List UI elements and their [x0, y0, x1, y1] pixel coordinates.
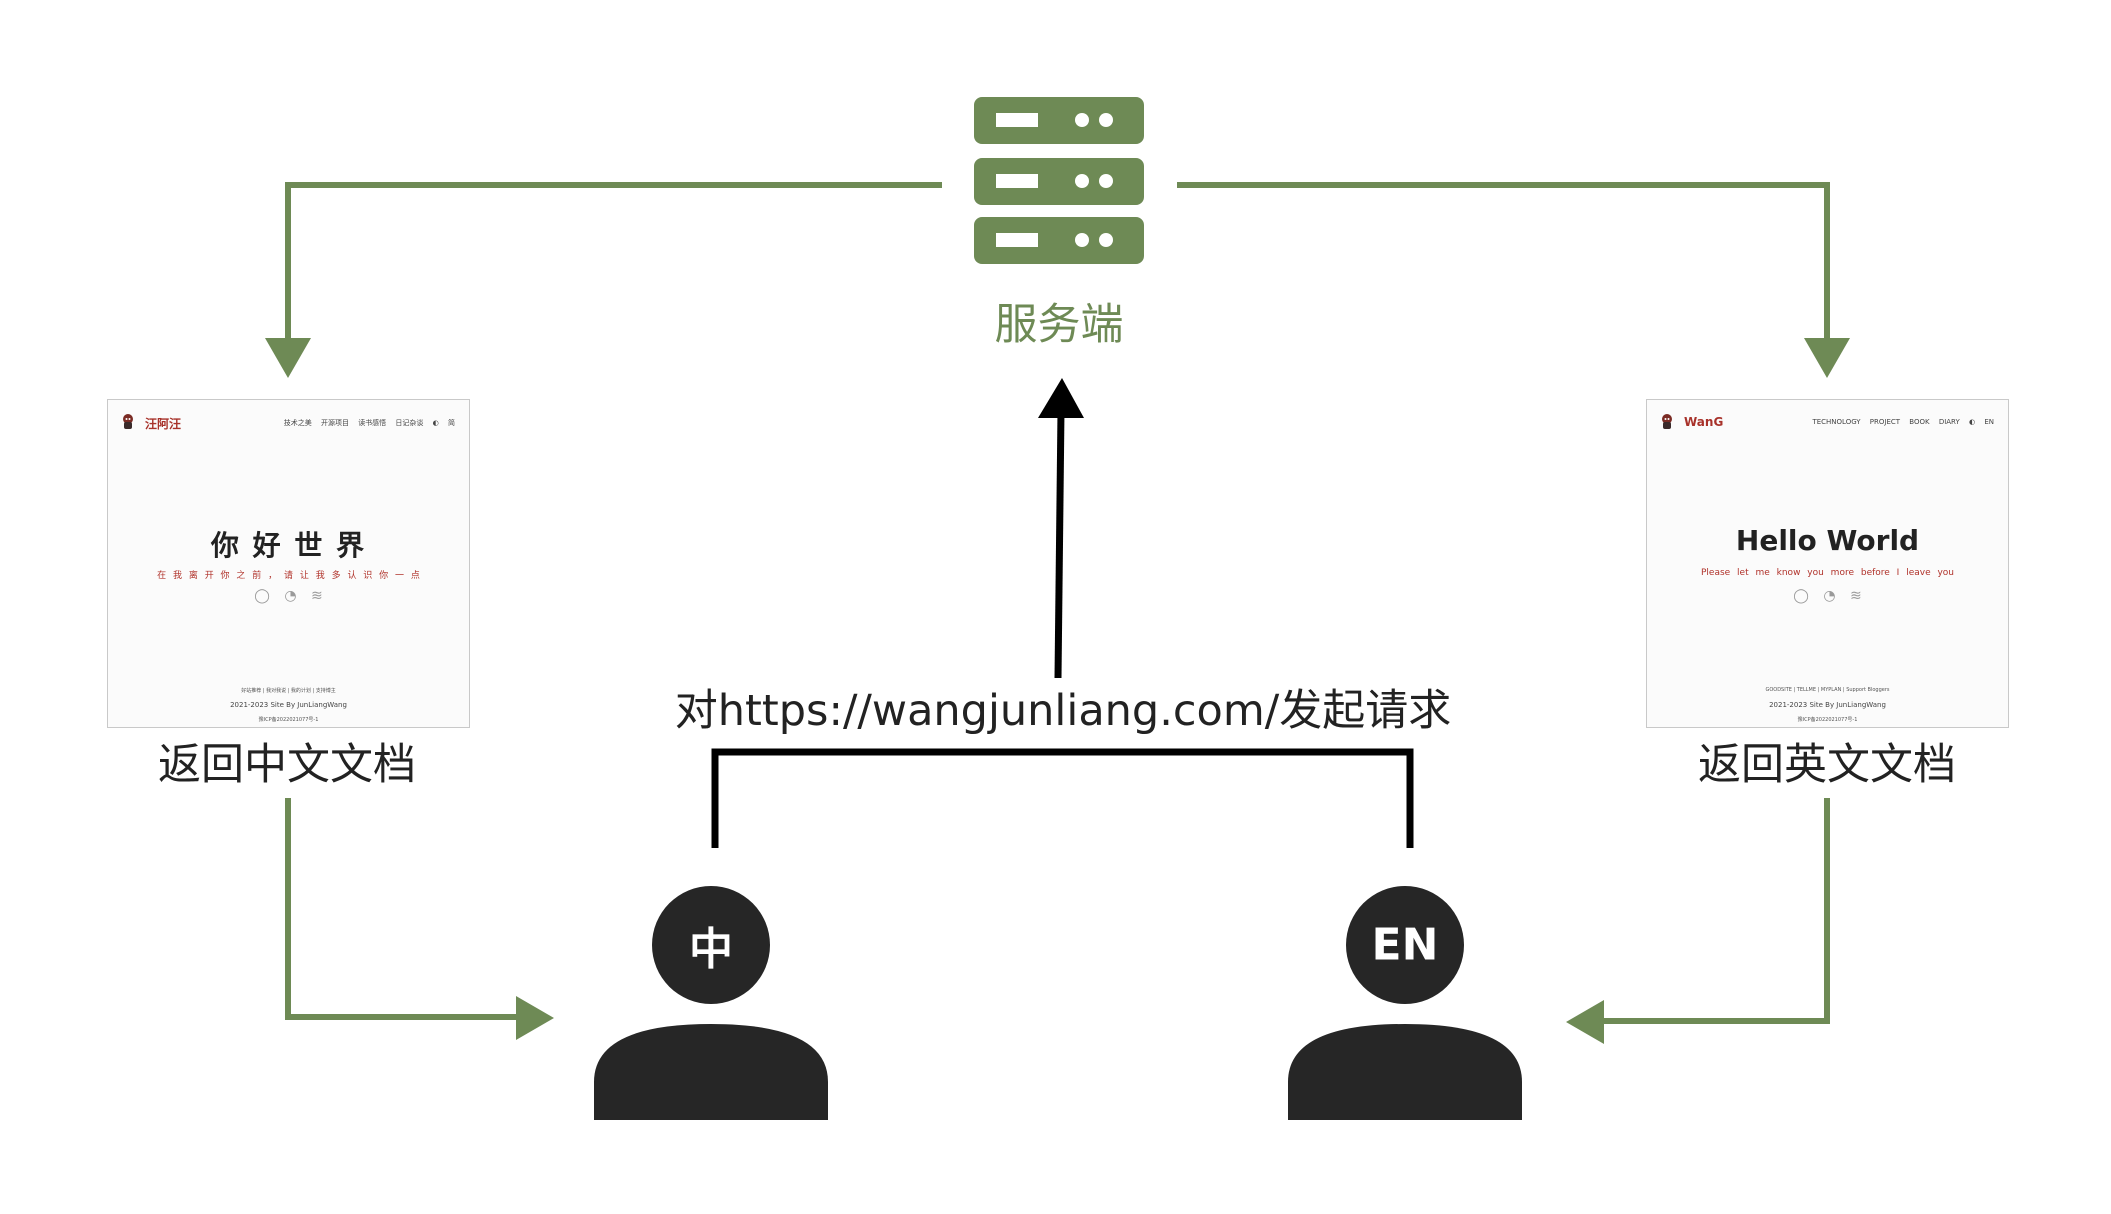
site-subtitle: 在 我 离 开 你 之 前 ， 请 让 我 多 认 识 你 一 点 — [157, 571, 420, 581]
footer-copyright: 2021-2023 Site By JunLiangWang — [230, 701, 347, 709]
zh-response-label: 返回中文文档 — [158, 740, 416, 790]
gitee-icon[interactable]: ◔ — [1823, 588, 1836, 604]
zh-user-icon — [594, 886, 828, 1120]
server-label: 服务端 — [994, 300, 1124, 350]
nav-item[interactable]: 开源项目 — [320, 419, 349, 427]
nav-item[interactable]: 读书感悟 — [358, 419, 387, 427]
nav-item[interactable]: PROJECT — [1869, 418, 1901, 426]
arrow-en-doc-to-en-user — [1566, 798, 1830, 1044]
footer-links[interactable]: 好站推荐 | 我对我说 | 我的计划 | 支持博主 — [241, 688, 336, 694]
social-icons: ◯ ◔ ≋ — [108, 588, 469, 604]
zh-site-screenshot: 汪阿汪 技术之美 开源项目 读书感悟 日记杂谈 ◐ 简 你 好 世 界 在 我 … — [107, 399, 470, 728]
footer-links[interactable]: GOODSITE | TELLME | MYPLAN | Support Blo… — [1765, 687, 1890, 693]
request-bracket — [711, 748, 1414, 848]
arrow-server-to-en-doc — [1177, 182, 1850, 378]
request-label: 对https://wangjunliang.com/发起请求 — [674, 686, 1452, 736]
en-user-badge: EN — [1371, 919, 1439, 971]
nav-item[interactable]: 技术之美 — [283, 419, 312, 427]
site-logo-icon — [1662, 414, 1672, 429]
arrow-request-to-server — [1038, 378, 1084, 679]
nav-item[interactable]: TECHNOLOGY — [1812, 418, 1861, 426]
gitee-icon[interactable]: ◔ — [284, 588, 297, 604]
arrow-server-to-zh-doc — [265, 182, 942, 378]
github-icon[interactable]: ◯ — [1793, 588, 1809, 604]
nav-item[interactable]: 日记杂谈 — [395, 419, 424, 427]
theme-toggle-icon[interactable]: ◐ — [1968, 418, 1976, 426]
github-icon[interactable]: ◯ — [254, 588, 270, 604]
server-icon — [974, 97, 1144, 264]
nav-item[interactable]: BOOK — [1909, 418, 1930, 426]
social-icons: ◯ ◔ ≋ — [1647, 588, 2008, 604]
footer-copyright: 2021-2023 Site By JunLiangWang — [1769, 701, 1886, 709]
en-user-icon — [1288, 886, 1522, 1120]
en-response-label: 返回英文文档 — [1698, 740, 1956, 790]
nav-item[interactable]: DIARY — [1938, 418, 1960, 426]
language-toggle[interactable]: 简 — [448, 419, 455, 427]
footer-icp[interactable]: 豫ICP备2022021077号-1 — [258, 717, 319, 723]
en-site-screenshot: WanG TECHNOLOGY PROJECT BOOK DIARY ◐ EN … — [1646, 399, 2009, 728]
zh-user-badge: 中 — [689, 924, 733, 975]
arrow-zh-doc-to-zh-user — [285, 798, 554, 1040]
footer-icp[interactable]: 豫ICP备2022021077号-1 — [1797, 717, 1858, 723]
site-hero-title: Hello World — [1735, 524, 1920, 557]
site-nav: 技术之美 开源项目 读书感悟 日记杂谈 ◐ 简 — [277, 418, 455, 428]
juejin-icon[interactable]: ≋ — [1850, 588, 1862, 604]
site-logo-icon — [123, 414, 133, 429]
language-toggle[interactable]: EN — [1984, 418, 1994, 426]
site-nav: TECHNOLOGY PROJECT BOOK DIARY ◐ EN — [1805, 418, 1994, 426]
theme-toggle-icon[interactable]: ◐ — [432, 419, 439, 427]
site-subtitle: Please let me know you more before I lea… — [1700, 568, 1955, 578]
juejin-icon[interactable]: ≋ — [311, 588, 323, 604]
site-brand: 汪阿汪 — [145, 417, 182, 431]
site-brand: WanG — [1684, 415, 1724, 429]
site-hero-title: 你 好 世 界 — [210, 529, 367, 562]
